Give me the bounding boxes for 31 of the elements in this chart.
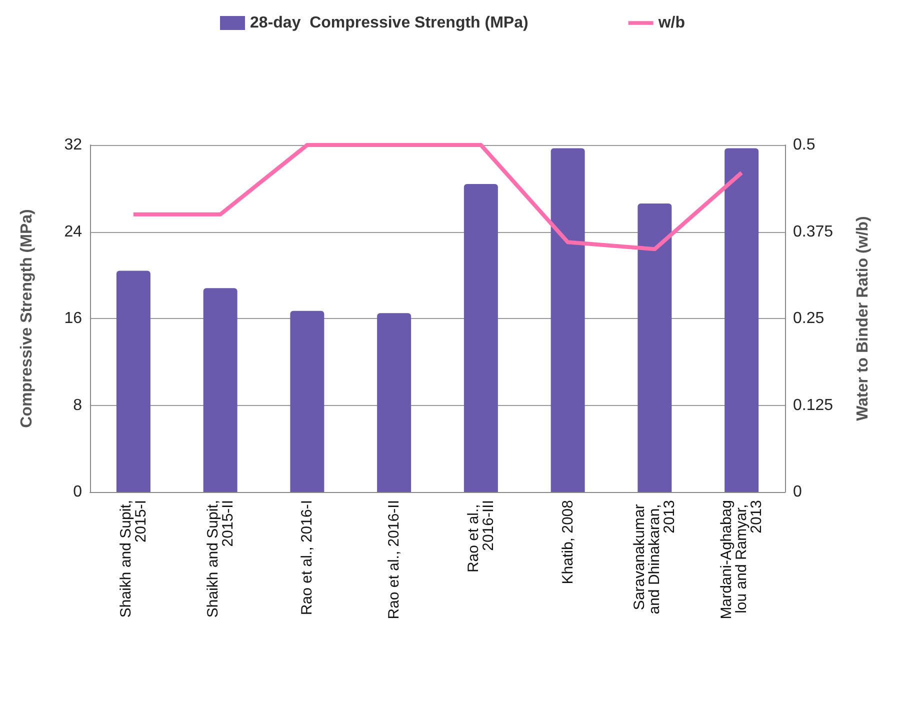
x-tick-label: Shaikh and Supit, 2015-II (204, 500, 236, 618)
y2-tick-label: 0.125 (793, 396, 834, 414)
line-series (131, 143, 744, 252)
y-tick-label: 16 (64, 310, 82, 327)
y2-tick-label: 0.375 (793, 223, 834, 240)
y-axis-title: Compressive Strength (MPa) (18, 209, 36, 428)
y-tick-label: 24 (64, 223, 82, 240)
y2-tick-label: 0.25 (793, 310, 824, 327)
y-tick-label: 0 (73, 484, 82, 500)
bar (550, 148, 585, 492)
bar (724, 148, 759, 492)
y-tick-label: 32 (64, 136, 82, 154)
bar (464, 184, 498, 492)
y2-axis-title: Water to Binder Ratio (w/b) (854, 216, 872, 421)
legend-label: w/b (657, 14, 686, 32)
x-tick-label: Khatib, 2008 (559, 500, 576, 584)
x-tick-label: Shaikh and Supit, 2015-I (117, 500, 150, 618)
x-tick-label: Rao et al., 2016-III (464, 500, 497, 573)
bar (638, 204, 672, 492)
bar (290, 310, 324, 492)
legend-label: 28-day Compressive Strength (MPa) (250, 14, 528, 32)
y-tick-label: 8 (73, 396, 82, 414)
x-tick-label: Mardani-Aghabaglou and Ramyar, 2013 (718, 500, 766, 620)
x-tick-label: Saravanakumar and Dhinakaran, 2013 (631, 500, 678, 614)
x-tick-label: Rao et al., 2016-I (298, 500, 316, 616)
y2-tick-label: 0.5 (793, 136, 816, 154)
x-tick-label: Rao et al., 2016-II (386, 500, 403, 620)
bar (377, 313, 412, 492)
bar (203, 288, 238, 492)
y2-tick-label: 0 (793, 484, 802, 500)
bar (116, 270, 150, 492)
